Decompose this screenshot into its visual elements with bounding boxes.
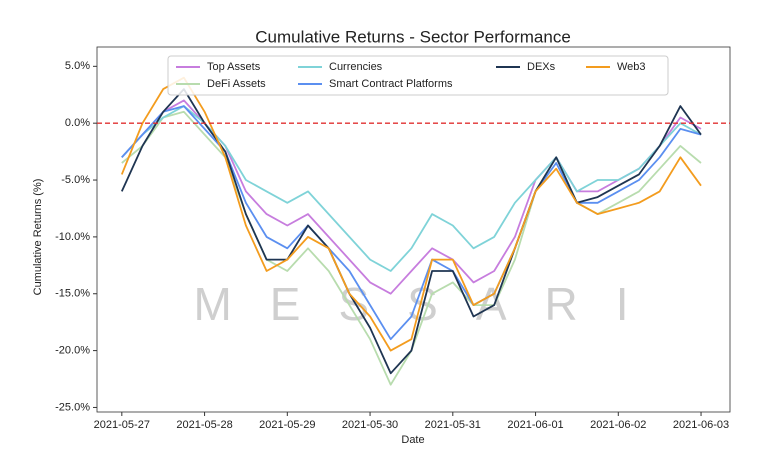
- y-tick-label: -20.0%: [55, 345, 90, 357]
- y-tick-label: 5.0%: [65, 60, 90, 72]
- x-tick-label: 2021-05-30: [342, 419, 398, 431]
- x-tick-label: 2021-05-29: [259, 419, 315, 431]
- legend-label: Top Assets: [207, 61, 261, 73]
- x-tick-label: 2021-05-31: [425, 419, 481, 431]
- legend-label: Web3: [617, 61, 646, 73]
- x-tick-label: 2021-06-02: [590, 419, 646, 431]
- plot-frame: [96, 46, 731, 413]
- x-tick-label: 2021-05-28: [176, 419, 232, 431]
- x-tick-label: 2021-06-03: [673, 419, 729, 431]
- y-tick-label: -25.0%: [55, 401, 90, 413]
- legend-box: [167, 55, 669, 96]
- y-tick-label: 0.0%: [65, 117, 90, 129]
- x-tick-label: 2021-06-01: [507, 419, 563, 431]
- legend-label: Currencies: [329, 61, 383, 73]
- watermark: MESSARI: [193, 278, 666, 330]
- x-axis-label: Date: [401, 434, 424, 446]
- legend-label: DeFi Assets: [207, 78, 266, 90]
- x-tick-label: 2021-05-27: [94, 419, 150, 431]
- y-tick-label: -5.0%: [61, 174, 90, 186]
- y-axis-label: Cumulative Returns (%): [32, 179, 44, 296]
- y-tick-label: -15.0%: [55, 288, 90, 300]
- series-line: [121, 105, 702, 272]
- legend-label: Smart Contract Platforms: [329, 78, 453, 90]
- series-line: [120, 76, 702, 352]
- series-line: [120, 88, 702, 375]
- y-tick-label: -10.0%: [55, 231, 90, 243]
- legend-label: DEXs: [527, 61, 556, 73]
- chart-title: Cumulative Returns - Sector Performance: [255, 27, 571, 46]
